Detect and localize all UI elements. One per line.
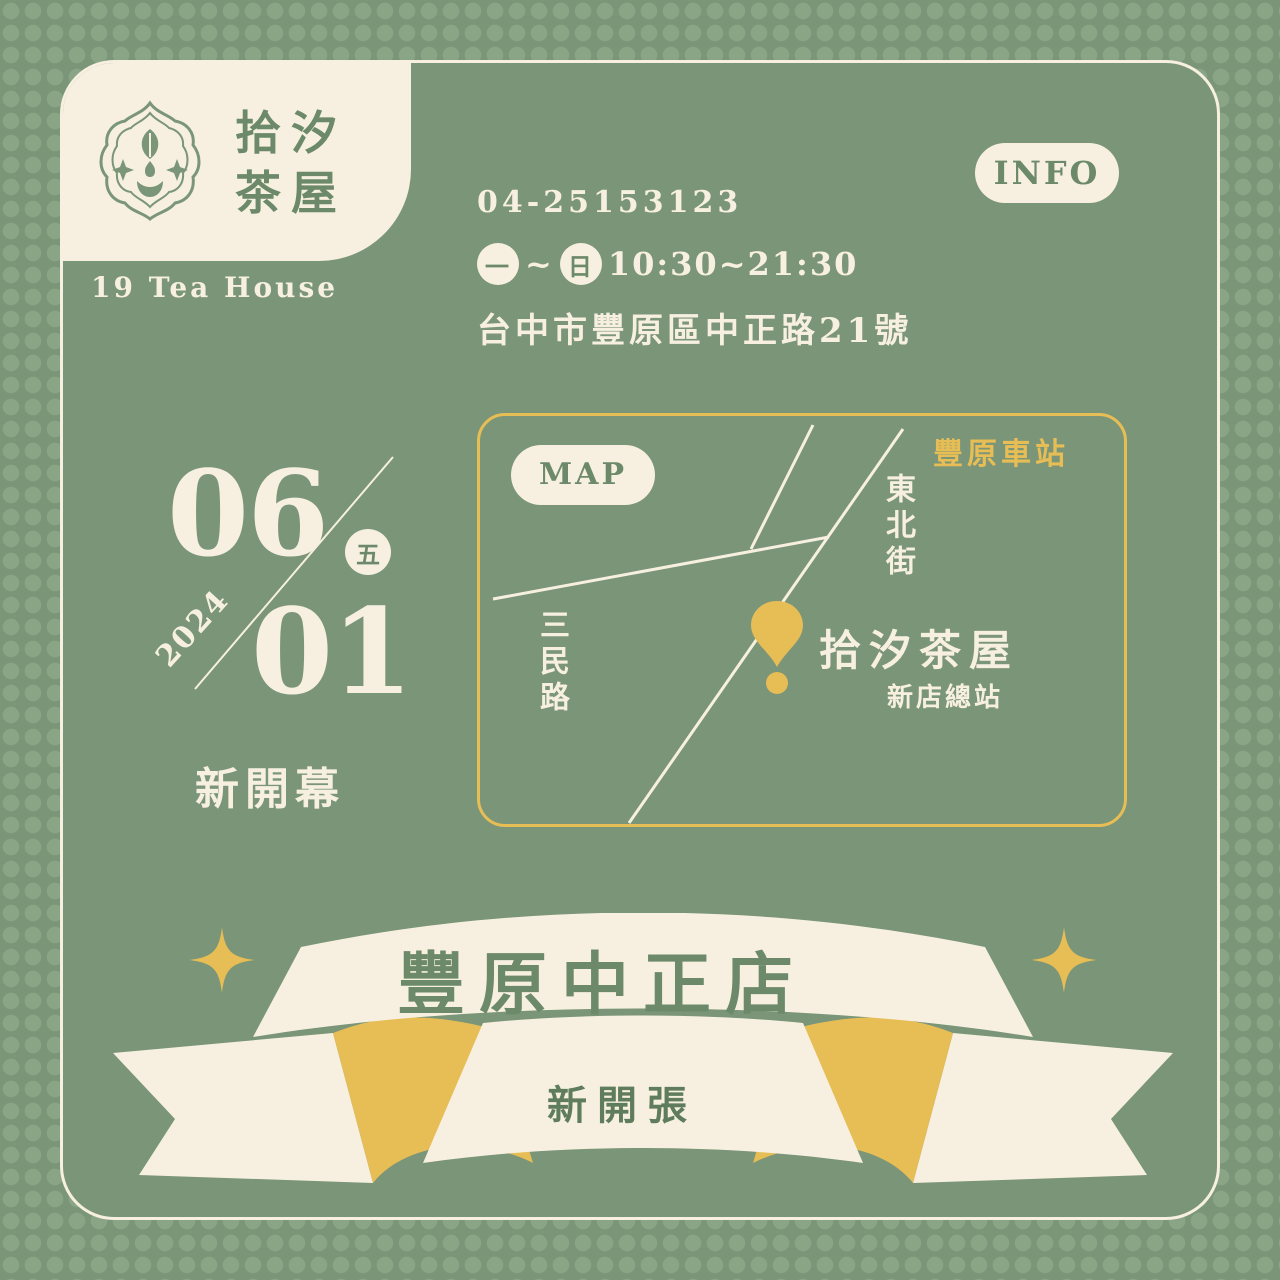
ribbon-subtitle: 新開張 [547,1082,697,1129]
grand-opening-label: 新開幕 [195,764,345,815]
ribbon-title: 豐原中正店 [397,945,808,1025]
poster-card: 拾汐 茶屋 19 Tea House INFO 04-25153123 一 ~ … [60,60,1220,1220]
date-divider-line [194,456,394,690]
weekday-badge: 五 [345,529,391,575]
map-badge: MAP [511,445,655,505]
map-shop-name: 拾汐茶屋 [819,626,1020,675]
store-address: 台中市豐原區中正路21號 [477,311,913,351]
brand-name-line1: 拾汐 [235,106,347,160]
map-frame [477,413,1127,827]
tea-house-logo-icon [99,100,201,221]
info-badge: INFO [975,143,1119,203]
station-label: 豐原車站 [933,437,1069,472]
brand-english-name: 19 Tea House [91,271,339,304]
street-label-dongbei: 東北街 [880,473,915,581]
sparkle-right-icon [1031,927,1097,993]
logo-panel: 拾汐 茶屋 [63,63,411,261]
date-month: 06 [167,444,329,583]
day-to-badge: 日 [559,243,602,285]
day-range-tilde: ~ [525,245,554,283]
opening-hours: 一 ~ 日 10:30~21:30 [477,243,858,285]
date-day: 01 [251,582,413,721]
hours-text: 10:30~21:30 [607,245,859,283]
brand-name-line2: 茶屋 [235,166,347,220]
day-from-badge: 一 [477,243,519,285]
street-label-sanmin: 三民路 [534,609,569,717]
phone-number: 04-25153123 [477,185,743,220]
sparkle-left-icon [189,927,255,993]
ribbon-banner [113,913,1173,1183]
location-pin-icon [751,601,803,694]
map-shop-subtitle: 新店總站 [887,683,1004,713]
